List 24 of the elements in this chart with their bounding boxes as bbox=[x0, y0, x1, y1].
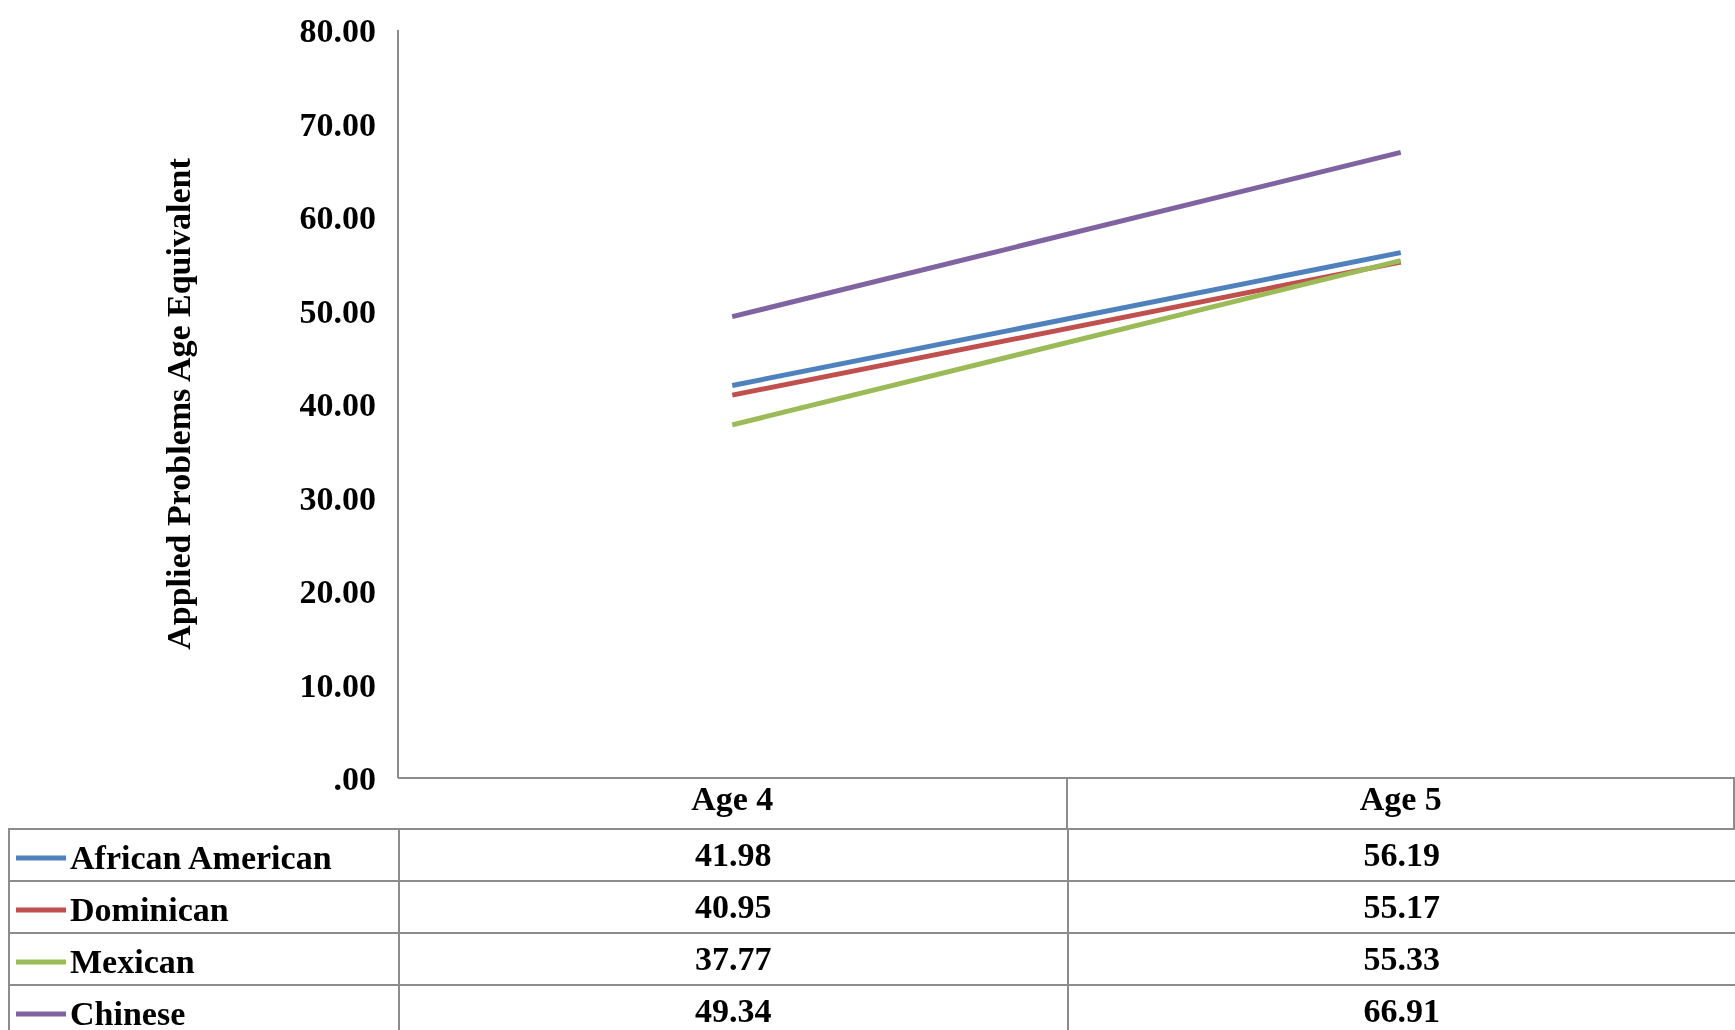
legend-label: Chinese bbox=[70, 995, 186, 1030]
y-tick-label: 30.00 bbox=[299, 479, 376, 517]
y-tick-label: 70.00 bbox=[299, 105, 376, 143]
legend-label: Mexican bbox=[70, 943, 195, 981]
data-label: 56.19 bbox=[1067, 829, 1735, 881]
y-tick-label: 20.00 bbox=[299, 573, 376, 611]
y-tick-label: 60.00 bbox=[299, 199, 376, 237]
data-label: 66.91 bbox=[1067, 985, 1735, 1030]
data-label: 55.33 bbox=[1067, 933, 1735, 985]
data-label: 41.98 bbox=[399, 829, 1068, 881]
x-tick-label: Age 5 bbox=[1359, 780, 1442, 818]
data-label: 55.17 bbox=[1067, 881, 1735, 933]
y-tick-label: 50.00 bbox=[299, 292, 376, 330]
y-tick-label: .00 bbox=[333, 760, 376, 798]
data-label: 37.77 bbox=[399, 933, 1068, 985]
legend-label: African American bbox=[70, 839, 332, 877]
y-tick-label: 40.00 bbox=[299, 386, 376, 424]
data-label: 49.34 bbox=[399, 985, 1068, 1030]
legend-label: Dominican bbox=[70, 891, 229, 929]
y-axis-title: Applied Problems Age Equivalent bbox=[160, 157, 198, 650]
x-tick-label: Age 4 bbox=[691, 780, 774, 818]
y-tick-label: 10.00 bbox=[299, 666, 376, 704]
data-label: 40.95 bbox=[399, 881, 1068, 933]
y-tick-label: 80.00 bbox=[299, 12, 376, 50]
